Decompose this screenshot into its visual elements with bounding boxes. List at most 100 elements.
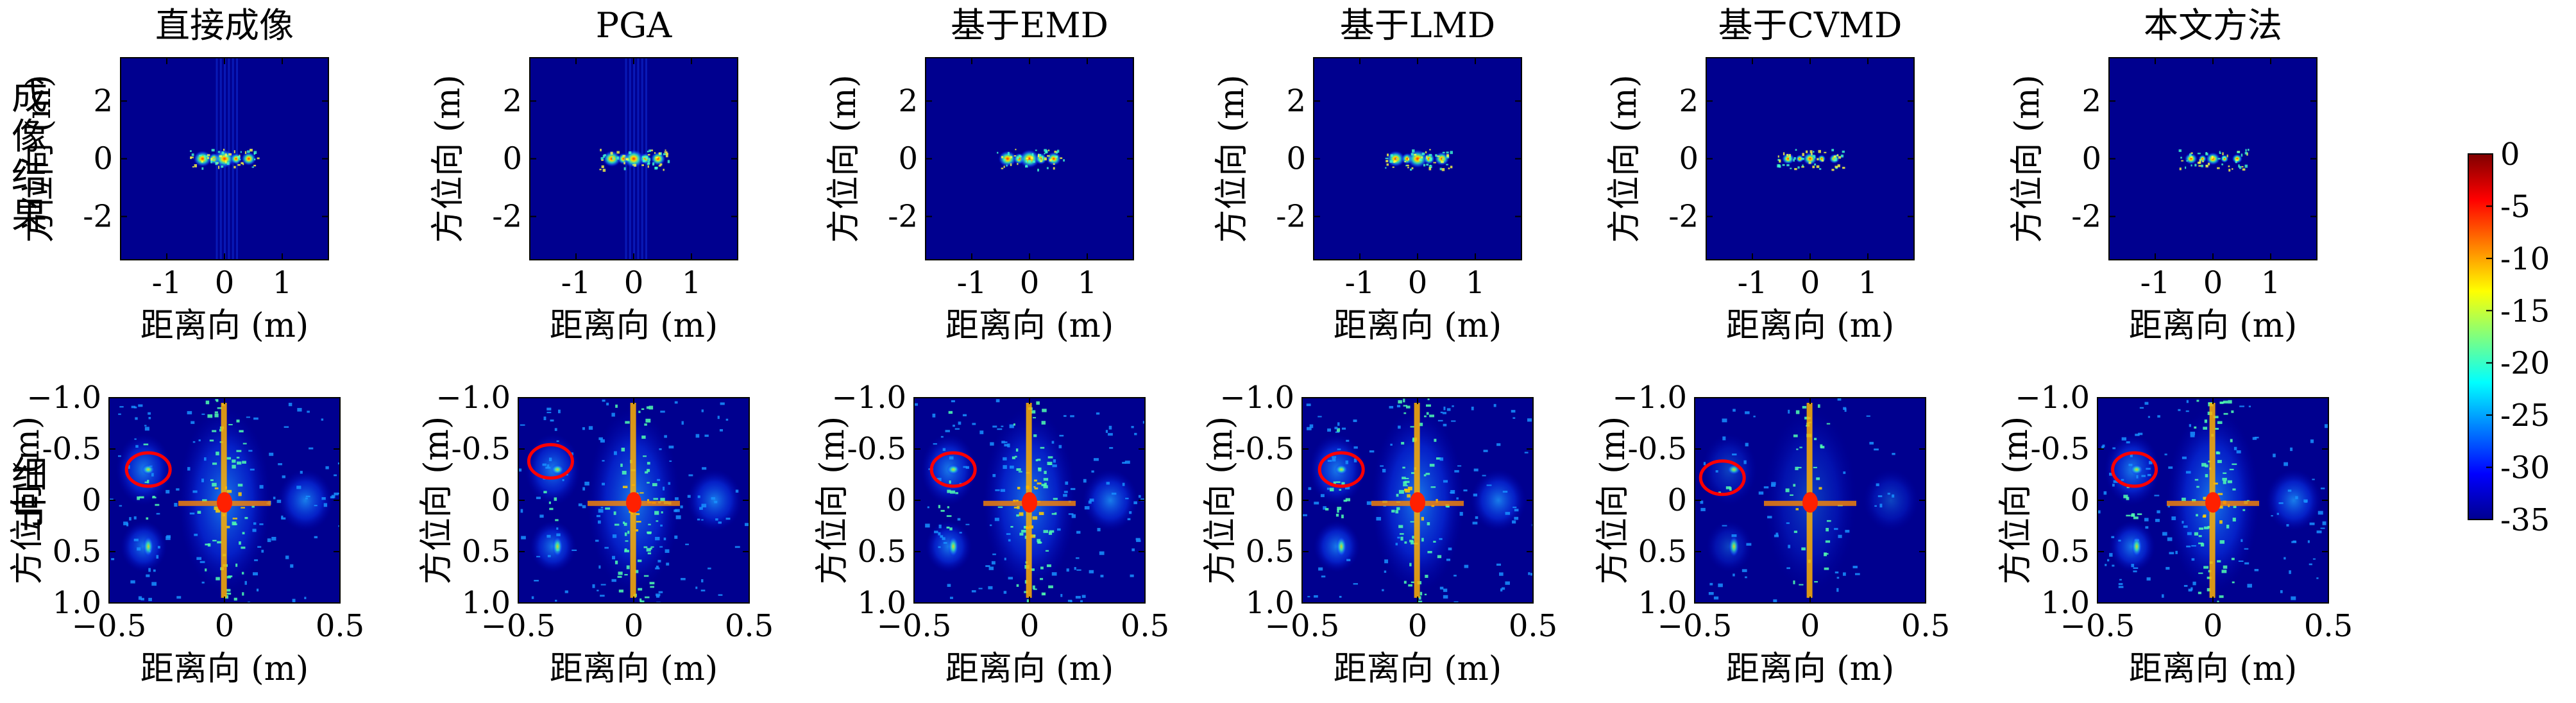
x-tick-label: -1 xyxy=(1738,265,1768,301)
x-tick-label: −0.5 xyxy=(481,608,556,644)
y-tick-label: 1.0 xyxy=(2041,585,2090,621)
y-axis-label: 方位向 (m) xyxy=(1201,416,1240,584)
y-tick-label: 1.0 xyxy=(1246,585,1294,621)
x-axis-label: 距离向 (m) xyxy=(945,650,1114,688)
x-tick-label: 0.5 xyxy=(1121,608,1169,644)
y-tick-label: -2 xyxy=(2071,199,2101,235)
x-tick-label: 0 xyxy=(624,608,644,644)
y-tick-label: -0.5 xyxy=(1627,431,1687,467)
x-tick-label: -1 xyxy=(561,265,591,301)
y-tick-label: 0.5 xyxy=(858,534,906,570)
heatmap-image xyxy=(599,58,670,260)
y-tick-label: 0.5 xyxy=(53,534,101,570)
heatmap-panel: −0.5 0 0.5 −1.0 -0.5 0 0.5 1.0 距离向 (m) 方位向 (m) xyxy=(418,380,774,688)
heatmap-panel: −0.5 0 0.5 −1.0 -0.5 0 0.5 1.0 距离向 (m) 方位向 (m) xyxy=(1594,380,1950,688)
y-tick-label: 0 xyxy=(502,141,522,177)
y-tick-label: 0.5 xyxy=(462,534,511,570)
y-axis-label: 方位向 (m) xyxy=(1213,74,1251,242)
heatmap-panel: -1 0 1 -2 0 2 距离向 (m) 方位向 (m) 基于EMD xyxy=(825,5,1134,345)
panels-grid: -1 0 1 -2 0 2 距离向 (m) 方位向 (m) 直接成像 -1 0 1 -2 0 2 距离向 (m… xyxy=(8,5,2353,688)
heatmap-image xyxy=(109,399,340,603)
x-axis-label: 距离向 (m) xyxy=(550,650,718,688)
heatmap-image xyxy=(1777,149,1845,171)
y-tick-label: −1.0 xyxy=(436,380,511,416)
y-tick-label: 0 xyxy=(93,141,113,177)
panel-title: 基于EMD xyxy=(951,5,1108,46)
x-tick-label: 0 xyxy=(2203,608,2223,644)
y-tick-label: −1.0 xyxy=(26,380,101,416)
y-tick-label: 0 xyxy=(2081,141,2101,177)
y-axis-label: 方位向 (m) xyxy=(8,416,47,584)
y-tick-label: -2 xyxy=(1276,199,1306,235)
y-tick-label: −1.0 xyxy=(1612,380,1687,416)
x-tick-label: 0.5 xyxy=(1901,608,1950,644)
x-tick-label: 0.5 xyxy=(2304,608,2353,644)
x-axis-label: 距离向 (m) xyxy=(2129,650,2297,688)
y-tick-label: 2 xyxy=(1679,83,1699,119)
colorbar-tick-label: -30 xyxy=(2500,450,2550,486)
x-tick-label: 1 xyxy=(1078,265,1097,301)
heatmap-panel: -1 0 1 -2 0 2 距离向 (m) 方位向 (m) 本文方法 xyxy=(2008,5,2318,345)
y-tick-label: -0.5 xyxy=(1235,431,1294,467)
y-tick-label: 0 xyxy=(491,482,511,518)
y-tick-label: 2 xyxy=(898,83,918,119)
heatmap-panel: −0.5 0 0.5 −1.0 -0.5 0 0.5 1.0 距离向 (m) 方位向 (m) xyxy=(8,380,364,688)
highlight-ellipse xyxy=(929,451,977,488)
x-tick-label: −0.5 xyxy=(72,608,147,644)
highlight-ellipse xyxy=(527,443,574,480)
colorbar-tick-label: -35 xyxy=(2500,502,2550,538)
y-tick-label: -0.5 xyxy=(847,431,906,467)
y-tick-label: 0.5 xyxy=(1638,534,1687,570)
colorbar-tick-label: -10 xyxy=(2500,241,2550,277)
panel-title: 本文方法 xyxy=(2144,5,2282,46)
heatmap-image xyxy=(997,148,1065,172)
x-tick-label: 1 xyxy=(2261,265,2281,301)
y-tick-label: -0.5 xyxy=(42,431,101,467)
x-axis-label: 距离向 (m) xyxy=(2129,307,2297,345)
x-tick-label: 0.5 xyxy=(316,608,364,644)
y-axis-label: 方位向 (m) xyxy=(825,74,863,242)
x-tick-label: 0 xyxy=(1408,265,1428,301)
y-tick-label: 0 xyxy=(1286,141,1306,177)
x-tick-label: 0 xyxy=(624,265,644,301)
x-tick-label: −0.5 xyxy=(1265,608,1340,644)
y-tick-label: 1.0 xyxy=(53,585,101,621)
x-axis-label: 距离向 (m) xyxy=(945,307,1114,345)
y-tick-label: 0.5 xyxy=(2041,534,2090,570)
colorbar-tick-label: -25 xyxy=(2500,398,2550,434)
y-tick-label: -2 xyxy=(83,199,113,235)
x-tick-label: 0 xyxy=(2203,265,2223,301)
highlight-ellipse xyxy=(1699,459,1746,496)
heatmap-image xyxy=(2097,400,2328,603)
x-tick-label: -1 xyxy=(1345,265,1375,301)
y-tick-label: 2 xyxy=(1286,83,1306,119)
x-tick-label: 0 xyxy=(1020,265,1040,301)
x-axis-label: 距离向 (m) xyxy=(1726,650,1894,688)
highlight-ellipse xyxy=(1318,451,1365,488)
y-tick-label: −1.0 xyxy=(1219,380,1294,416)
y-axis-label: 方位向 (m) xyxy=(2008,74,2047,242)
y-axis-label: 方位向 (m) xyxy=(429,74,468,242)
x-axis-label: 距离向 (m) xyxy=(1334,650,1502,688)
heatmap-image xyxy=(190,58,260,260)
y-tick-label: −1.0 xyxy=(831,380,906,416)
heatmap-panel: -1 0 1 -2 0 2 距离向 (m) 方位向 (m) 基于LMD xyxy=(1213,5,1522,345)
colorbar: 0 -5 -10 -15 -20 -25 -30 -35 xyxy=(2468,137,2550,538)
y-tick-label: -2 xyxy=(492,199,522,235)
x-axis-label: 距离向 (m) xyxy=(140,307,309,345)
y-tick-label: 0 xyxy=(1275,482,1294,518)
x-tick-label: 1 xyxy=(273,265,292,301)
x-tick-label: 0 xyxy=(1020,608,1040,644)
colorbar-tick-label: -15 xyxy=(2500,293,2550,329)
x-axis-label: 距离向 (m) xyxy=(550,307,718,345)
y-axis-label: 方位向 (m) xyxy=(813,416,852,584)
x-tick-label: −0.5 xyxy=(2060,608,2135,644)
x-tick-label: −0.5 xyxy=(1657,608,1733,644)
row-labels: 成像结果 细节 xyxy=(12,76,47,536)
y-tick-label: 1.0 xyxy=(462,585,511,621)
y-tick-label: 2 xyxy=(93,83,113,119)
x-axis-label: 距离向 (m) xyxy=(1334,307,1502,345)
heatmap-image xyxy=(2178,148,2250,172)
heatmap-panel: -1 0 1 -2 0 2 距离向 (m) 方位向 (m) 基于CVMD xyxy=(1606,5,1915,345)
